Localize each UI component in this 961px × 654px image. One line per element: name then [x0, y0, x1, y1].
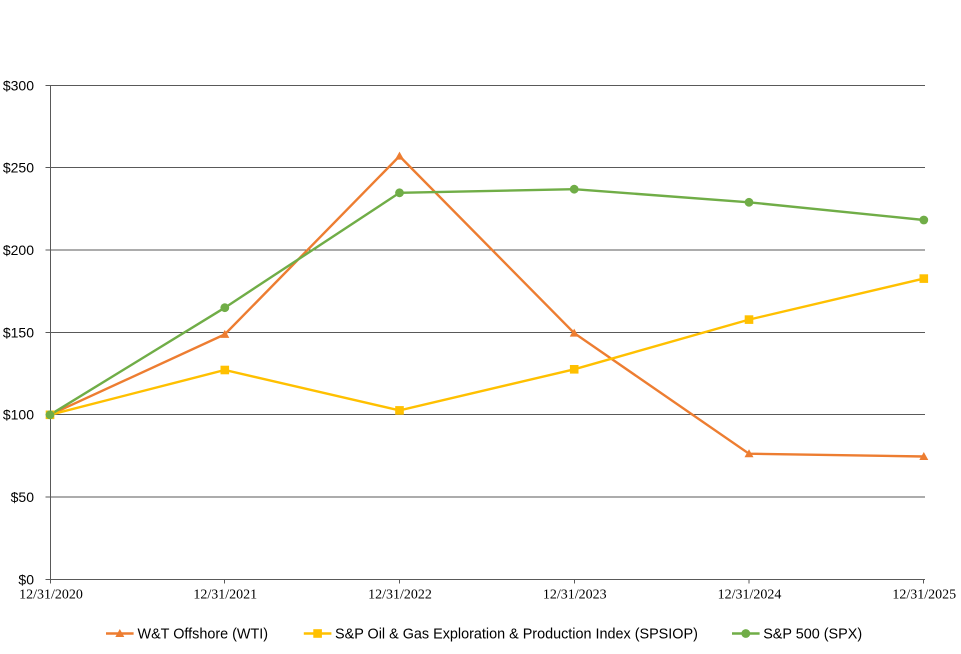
- svg-text:12/31/2022: 12/31/2022: [368, 588, 432, 603]
- svg-text:$100: $100: [3, 406, 34, 422]
- svg-text:$0: $0: [18, 571, 34, 587]
- svg-text:12/31/2024: 12/31/2024: [718, 588, 782, 603]
- svg-text:$250: $250: [3, 159, 34, 175]
- svg-text:$300: $300: [3, 77, 34, 93]
- svg-text:$200: $200: [3, 242, 34, 258]
- svg-text:12/31/2023: 12/31/2023: [543, 588, 607, 603]
- svg-text:S&P Oil & Gas Exploration & Pr: S&P Oil & Gas Exploration & Production I…: [335, 627, 698, 643]
- svg-text:$150: $150: [3, 324, 34, 340]
- svg-text:W&T Offshore (WTI): W&T Offshore (WTI): [138, 627, 269, 643]
- svg-text:S&P 500 (SPX): S&P 500 (SPX): [763, 627, 862, 643]
- svg-text:12/31/2020: 12/31/2020: [19, 588, 83, 603]
- svg-text:12/31/2025: 12/31/2025: [892, 588, 956, 603]
- svg-text:$50: $50: [11, 489, 35, 505]
- svg-text:12/31/2021: 12/31/2021: [193, 588, 257, 603]
